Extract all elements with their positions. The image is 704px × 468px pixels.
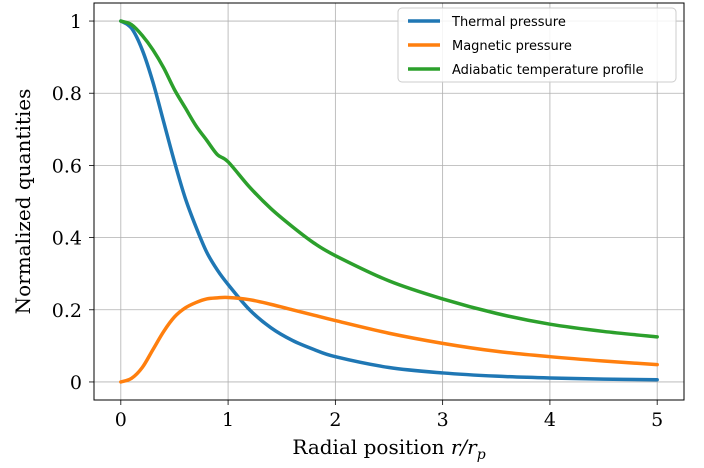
x-tick-label: 3 xyxy=(437,409,449,431)
x-axis-label-subscript: p xyxy=(477,447,486,463)
y-tick-label: 0.6 xyxy=(52,155,82,177)
plot-frame xyxy=(93,2,685,401)
x-axis-label-math: r/r xyxy=(451,435,478,459)
legend: Thermal pressure Magnetic pressure Adiabat… xyxy=(397,7,677,83)
x-tick-label: 4 xyxy=(544,409,556,431)
y-tick-label: 1 xyxy=(70,11,82,33)
x-tick-label: 0 xyxy=(115,409,127,431)
series-layer xyxy=(119,19,659,384)
legend-box xyxy=(397,7,677,83)
y-axis-label: Normalized quantities xyxy=(11,89,35,315)
series-line-adiabatic-temperature-profile xyxy=(119,19,659,339)
legend-label-thermal-pressure: Thermal pressure xyxy=(451,15,566,30)
y-tick-label: 0.8 xyxy=(52,83,82,105)
legend-label-magnetic-pressure: Magnetic pressure xyxy=(452,39,572,54)
ticks: 0 1 2 3 4 5 0 0.2 0.4 0.6 0.8 1 xyxy=(52,11,663,431)
series-line-magnetic-pressure xyxy=(119,295,659,384)
y-tick-label: 0.4 xyxy=(52,228,82,250)
y-tick-label: 0.2 xyxy=(52,300,82,322)
legend-label-adiabatic-temperature-profile: Adiabatic temperature profile xyxy=(452,63,644,78)
x-axis-label-text: Radial position xyxy=(292,435,451,459)
y-tick-label: 0 xyxy=(70,372,82,394)
x-tick-label: 2 xyxy=(329,409,341,431)
x-tick-label: 5 xyxy=(651,409,663,431)
x-axis-label: Radial position r/rp xyxy=(292,435,485,463)
x-tick-label: 1 xyxy=(222,409,234,431)
